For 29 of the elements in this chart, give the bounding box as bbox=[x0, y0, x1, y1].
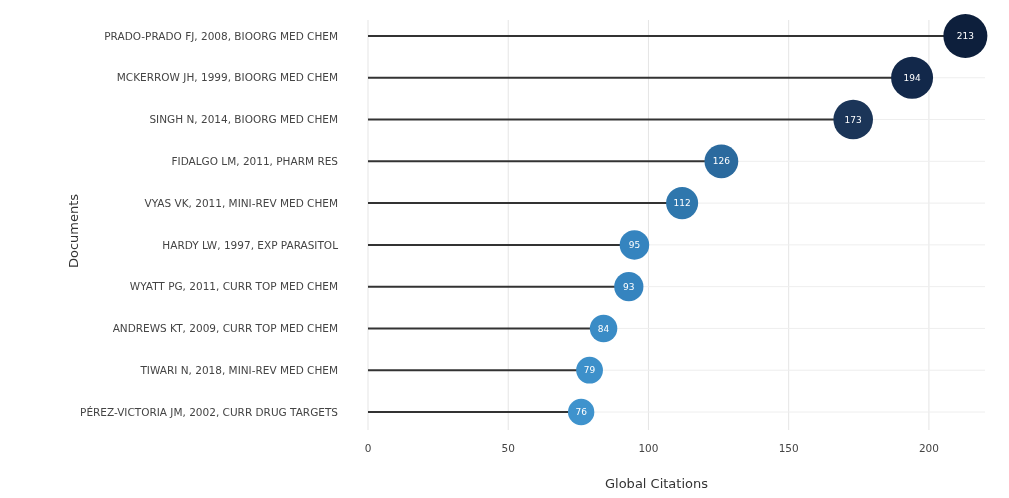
y-tick-label: VYAS VK, 2011, MINI-REV MED CHEM bbox=[144, 196, 338, 209]
x-tick-label: 150 bbox=[778, 442, 799, 454]
y-tick-label: TIWARI N, 2018, MINI-REV MED CHEM bbox=[139, 363, 338, 376]
data-label: 95 bbox=[628, 240, 641, 251]
x-tick-label: 50 bbox=[501, 442, 515, 454]
data-label: 173 bbox=[844, 114, 862, 125]
data-label: 213 bbox=[956, 31, 974, 42]
y-tick-label: ANDREWS KT, 2009, CURR TOP MED CHEM bbox=[112, 322, 338, 335]
y-tick-label: MCKERROW JH, 1999, BIOORG MED CHEM bbox=[116, 71, 338, 84]
y-tick-label: PÉREZ-VICTORIA JM, 2002, CURR DRUG TARGETS bbox=[80, 405, 339, 418]
y-tick-label: WYATT PG, 2011, CURR TOP MED CHEM bbox=[129, 280, 338, 293]
point bbox=[614, 272, 644, 302]
data-label: 76 bbox=[575, 407, 588, 418]
x-axis-title: Global Citations bbox=[604, 476, 709, 491]
data-label: 194 bbox=[903, 72, 921, 83]
x-tick-label: 0 bbox=[364, 442, 372, 454]
y-axis-title: Documents bbox=[66, 193, 81, 269]
point bbox=[619, 230, 650, 260]
data-label: 126 bbox=[712, 156, 731, 167]
data-label: 79 bbox=[583, 365, 596, 376]
x-tick-label: 200 bbox=[918, 442, 939, 454]
data-label: 112 bbox=[673, 198, 691, 209]
data-label: 84 bbox=[597, 323, 610, 334]
y-tick-label: PRADO-PRADO FJ, 2008, BIOORG MED CHEM bbox=[104, 29, 338, 42]
y-tick-label: FIDALGO LM, 2011, PHARM RES bbox=[171, 155, 339, 168]
y-tick-label: HARDY LW, 1997, EXP PARASITOL bbox=[162, 238, 339, 251]
data-label: 93 bbox=[623, 281, 635, 292]
y-tick-label: SINGH N, 2014, BIOORG MED CHEM bbox=[149, 113, 338, 126]
x-tick-label: 100 bbox=[638, 442, 659, 454]
